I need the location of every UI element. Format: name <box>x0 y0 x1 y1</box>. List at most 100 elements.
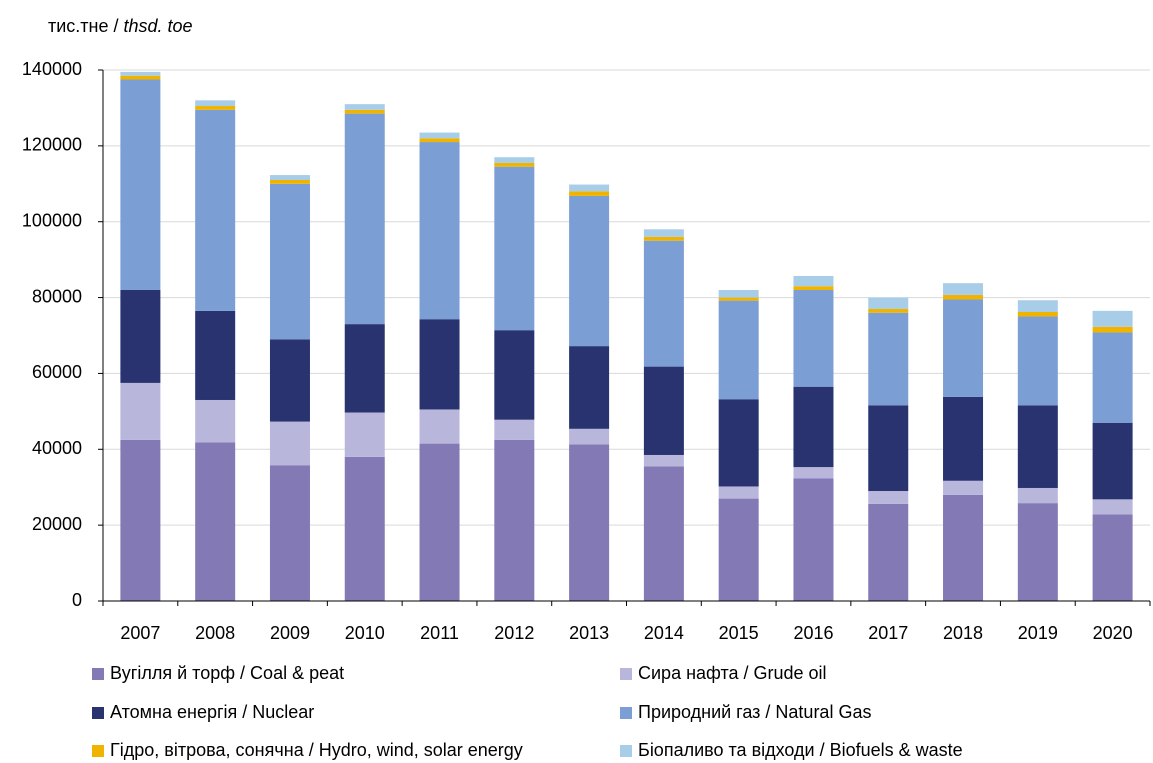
bar-segment <box>868 491 909 504</box>
bar-segment <box>718 486 759 499</box>
bar-segment <box>1017 311 1058 317</box>
bar-segment <box>1092 499 1133 515</box>
bar-segment <box>494 330 535 420</box>
bar-segment <box>793 286 834 290</box>
bar-segment <box>419 443 460 601</box>
bar-segment <box>120 75 161 80</box>
y-tick-label: 140000 <box>22 59 82 79</box>
bar-segment <box>344 412 385 457</box>
bar-segment <box>868 405 909 492</box>
bar-segment <box>718 300 759 400</box>
bar-segment <box>569 346 610 429</box>
bar-segment <box>1017 300 1058 312</box>
bar-segment <box>419 142 460 320</box>
bar-segment <box>120 71 161 76</box>
bar-segment <box>943 480 984 495</box>
bar-segment <box>793 478 834 601</box>
bar-segment <box>793 275 834 287</box>
bar-segment <box>718 498 759 601</box>
y-axis-label-ua: тис.тне / <box>48 16 119 36</box>
bar-segment <box>494 162 535 167</box>
bar-segment <box>344 113 385 325</box>
bar-segment <box>120 79 161 290</box>
x-tick-label: 2008 <box>195 623 235 643</box>
bar-segment <box>1092 332 1133 423</box>
bar-segment <box>569 195 610 347</box>
bar-segment <box>643 236 684 241</box>
x-tick-label: 2019 <box>1018 623 1058 643</box>
x-tick-label: 2007 <box>120 623 160 643</box>
bar-segment <box>344 324 385 413</box>
x-tick-label: 2010 <box>345 623 385 643</box>
y-tick-label: 60000 <box>32 362 82 382</box>
x-tick-label: 2020 <box>1093 623 1133 643</box>
y-tick-label: 120000 <box>22 135 82 155</box>
x-tick-label: 2014 <box>644 623 684 643</box>
bar-segment <box>718 399 759 487</box>
bar-segment <box>868 503 909 601</box>
x-tick-label: 2009 <box>270 623 310 643</box>
bar-segment <box>195 109 236 311</box>
bar-segment <box>569 428 610 445</box>
bar-segment <box>793 467 834 479</box>
bar-segment <box>643 366 684 455</box>
legend-swatch <box>92 668 104 680</box>
y-tick-label: 100000 <box>22 210 82 230</box>
bar-segment <box>718 289 759 298</box>
bar-segment <box>643 454 684 467</box>
x-tick-label: 2018 <box>943 623 983 643</box>
bar-segment <box>718 297 759 301</box>
bar-segment <box>195 310 236 400</box>
bar-segment <box>943 283 984 295</box>
legend-label: Гідро, вітрова, сонячна / Hydro, wind, s… <box>110 740 523 760</box>
bar-segment <box>643 240 684 367</box>
bar-segment <box>494 439 535 601</box>
y-axis-label-en: thsd. toe <box>124 16 193 36</box>
x-tick-label: 2013 <box>569 623 609 643</box>
legend-label: Сира нафта / Grude oil <box>638 663 827 683</box>
bar-segment <box>195 100 236 107</box>
bar-segment <box>1017 503 1058 601</box>
legend-label: Вугілля й торф / Coal & peat <box>110 663 344 683</box>
x-tick-label: 2017 <box>868 623 908 643</box>
bar-segment <box>793 386 834 468</box>
legend-label: Природний газ / Natural Gas <box>638 702 871 722</box>
bar-segment <box>195 106 236 110</box>
bar-segment <box>1017 316 1058 406</box>
y-tick-label: 0 <box>72 590 82 610</box>
x-tick-label: 2015 <box>719 623 759 643</box>
bar-segment <box>943 299 984 397</box>
bar-segment <box>269 179 310 184</box>
bar-segment <box>868 312 909 406</box>
bar-segment <box>419 409 460 444</box>
bar-segment <box>1017 405 1058 488</box>
x-tick-label: 2016 <box>793 623 833 643</box>
bar-segment <box>793 289 834 387</box>
bar-segment <box>120 289 161 383</box>
bar-segment <box>269 339 310 422</box>
bar-segment <box>643 229 684 237</box>
bar-segment <box>943 294 984 300</box>
bar-segment <box>494 166 535 331</box>
bar-segment <box>868 308 909 313</box>
bar-segment <box>943 396 984 481</box>
bar-segment <box>1092 310 1133 327</box>
bar-segment <box>419 132 460 139</box>
bar-segment <box>269 421 310 466</box>
bar-segment <box>344 104 385 110</box>
bar-segment <box>419 319 460 410</box>
bar-segment <box>1092 422 1133 500</box>
bar-segment <box>494 157 535 163</box>
bar-segment <box>943 494 984 601</box>
legend-swatch <box>620 707 632 719</box>
bar-segment <box>419 138 460 143</box>
bar-segment <box>569 444 610 601</box>
bar-segment <box>120 382 161 440</box>
y-tick-label: 80000 <box>32 286 82 306</box>
bar-segment <box>569 191 610 196</box>
bar-segment <box>269 465 310 601</box>
bar-segment <box>643 466 684 601</box>
y-tick-label: 20000 <box>32 514 82 534</box>
bar-segment <box>120 439 161 601</box>
